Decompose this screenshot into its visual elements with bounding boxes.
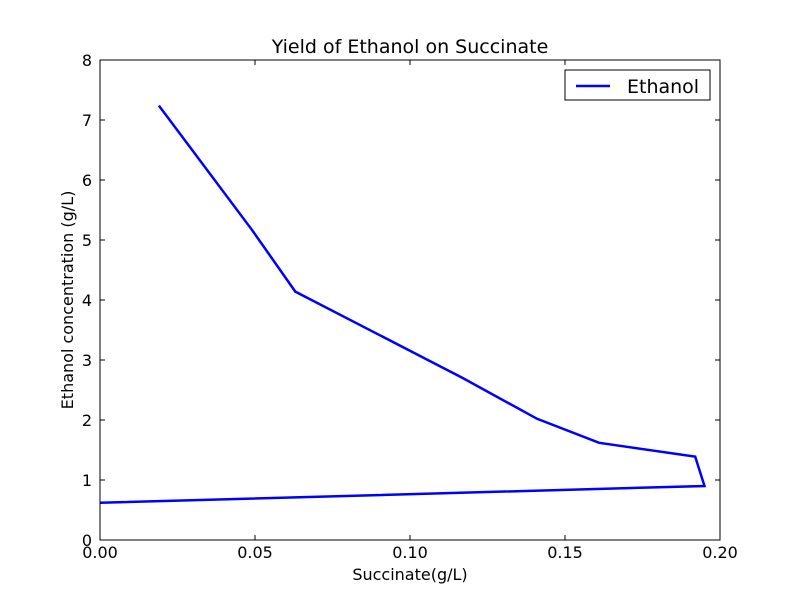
y-tick-label: 2	[82, 411, 92, 430]
y-tick-label: 7	[82, 111, 92, 130]
series-line-ethanol	[99, 104, 707, 505]
y-tick-label: 5	[82, 231, 92, 250]
x-tick-label: 0.20	[702, 543, 738, 562]
y-tick-label: 8	[82, 51, 92, 70]
x-tick-label: 0.05	[237, 543, 273, 562]
plot-area	[99, 104, 707, 505]
y-tick-label: 6	[82, 171, 92, 190]
legend: Ethanol	[564, 69, 711, 101]
y-tick-label: 3	[82, 351, 92, 370]
y-tick-label: 0	[82, 531, 92, 550]
x-tick-label: 0.10	[392, 543, 428, 562]
y-tick-label: 1	[82, 471, 92, 490]
x-axis: 0.00 0.05 0.10 0.15 0.20	[82, 60, 738, 562]
legend-label: Ethanol	[627, 76, 699, 98]
x-tick-label: 0.15	[547, 543, 583, 562]
y-tick-label: 4	[82, 291, 92, 310]
plot-frame	[99, 59, 721, 541]
y-axis: 0 1 2 3 4 5 6 7 8	[82, 51, 720, 550]
chart-title: Yield of Ethanol on Succinate	[271, 36, 549, 58]
y-axis-label: Ethanol concentration (g/L)	[58, 191, 77, 410]
x-tick-label: 0.00	[82, 543, 118, 562]
x-axis-label: Succinate(g/L)	[352, 565, 467, 584]
